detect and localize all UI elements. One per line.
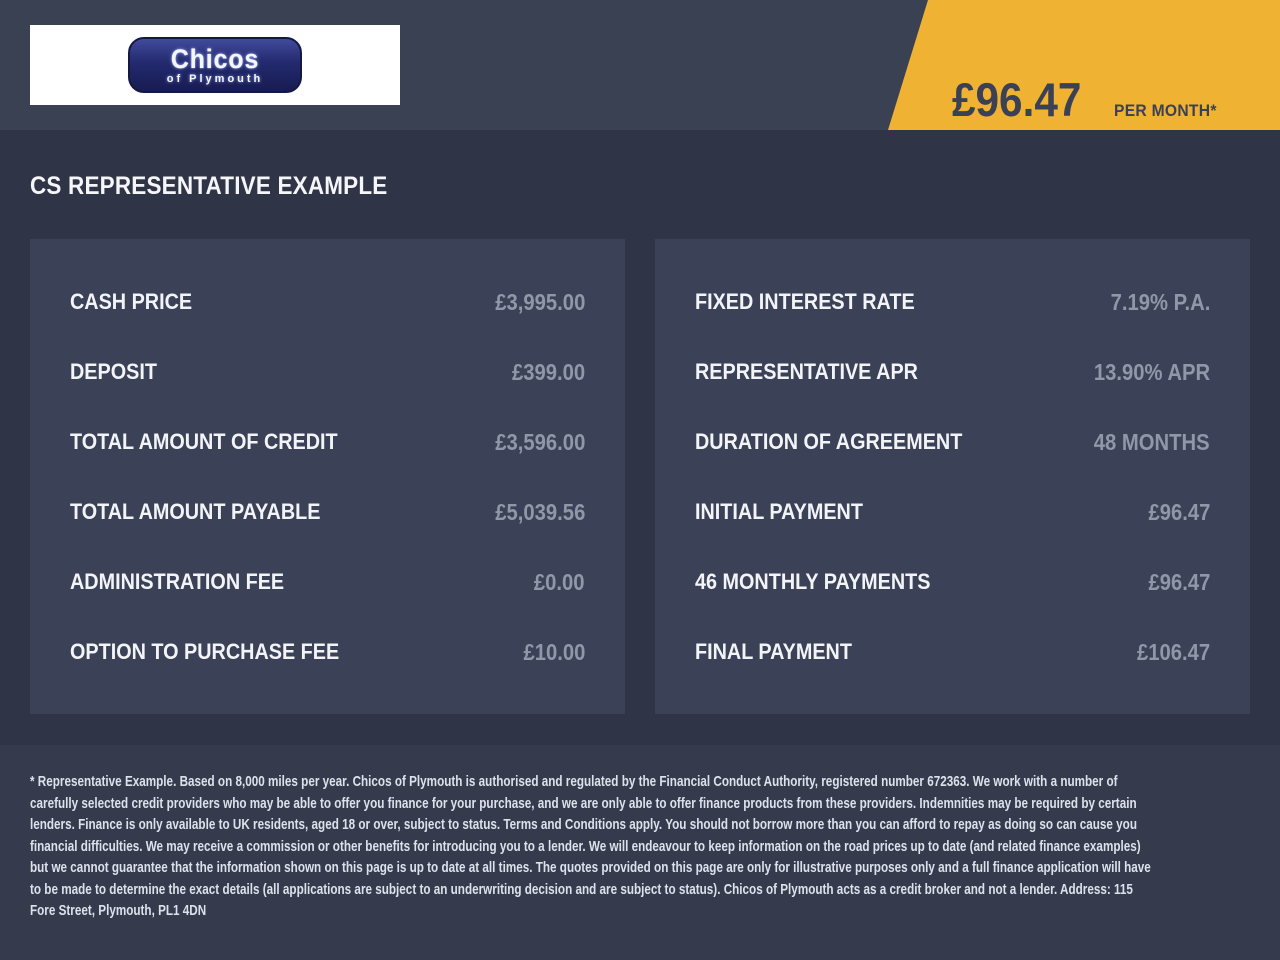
- finance-row-interest-rate: FIXED INTEREST RATE 7.19% P.A.: [695, 267, 1210, 337]
- finance-panels: CASH PRICE £3,995.00 DEPOSIT £399.00 TOT…: [30, 239, 1250, 714]
- dealer-logo-name: Chicos: [170, 43, 260, 74]
- monthly-price-per-label: PER MONTH*: [1113, 101, 1217, 120]
- main-section: CS REPRESENTATIVE EXAMPLE CASH PRICE £3,…: [0, 130, 1280, 745]
- row-label: TOTAL AMOUNT OF CREDIT: [70, 429, 338, 454]
- finance-row-total-payable: TOTAL AMOUNT PAYABLE £5,039.56: [70, 477, 585, 547]
- row-label: DEPOSIT: [70, 359, 157, 384]
- row-label: TOTAL AMOUNT PAYABLE: [70, 499, 321, 524]
- row-value: £0.00: [534, 568, 585, 595]
- finance-row-admin-fee: ADMINISTRATION FEE £0.00: [70, 547, 585, 617]
- row-label: INITIAL PAYMENT: [695, 499, 863, 524]
- finance-row-cash-price: CASH PRICE £3,995.00: [70, 267, 585, 337]
- monthly-price-amount: £96.47: [952, 73, 1082, 126]
- row-value: £3,995.00: [494, 288, 585, 315]
- row-label: FINAL PAYMENT: [695, 639, 852, 664]
- row-value: 13.90% APR: [1093, 358, 1210, 385]
- finance-row-initial-payment: INITIAL PAYMENT £96.47: [695, 477, 1210, 547]
- finance-row-deposit: DEPOSIT £399.00: [70, 337, 585, 407]
- finance-row-option-fee: OPTION TO PURCHASE FEE £10.00: [70, 617, 585, 687]
- row-value: £399.00: [511, 358, 585, 385]
- row-value: 7.19% P.A.: [1110, 288, 1210, 315]
- row-label: REPRESENTATIVE APR: [695, 359, 918, 384]
- row-value: £106.47: [1136, 638, 1210, 665]
- finance-row-final-payment: FINAL PAYMENT £106.47: [695, 617, 1210, 687]
- row-value: £5,039.56: [494, 498, 585, 525]
- finance-panel-right: FIXED INTEREST RATE 7.19% P.A. REPRESENT…: [655, 239, 1250, 714]
- row-value: £96.47: [1148, 498, 1210, 525]
- finance-row-total-credit: TOTAL AMOUNT OF CREDIT £3,596.00: [70, 407, 585, 477]
- row-value: £10.00: [523, 638, 585, 665]
- dealer-logo-tagline: of Plymouth: [166, 72, 264, 85]
- row-label: OPTION TO PURCHASE FEE: [70, 639, 340, 664]
- dealer-logo-badge: Chicos of Plymouth: [128, 37, 302, 93]
- footer: * Representative Example. Based on 8,000…: [0, 745, 1280, 960]
- header: Chicos of Plymouth £96.47 PER MONTH*: [0, 0, 1280, 130]
- finance-panel-left: CASH PRICE £3,995.00 DEPOSIT £399.00 TOT…: [30, 239, 625, 714]
- row-label: ADMINISTRATION FEE: [70, 569, 285, 594]
- row-value: £96.47: [1148, 568, 1210, 595]
- row-value: 48 MONTHS: [1094, 428, 1210, 455]
- finance-row-duration: DURATION OF AGREEMENT 48 MONTHS: [695, 407, 1210, 477]
- finance-row-monthly-payments: 46 MONTHLY PAYMENTS £96.47: [695, 547, 1210, 617]
- row-label: FIXED INTEREST RATE: [695, 289, 915, 314]
- finance-row-apr: REPRESENTATIVE APR 13.90% APR: [695, 337, 1210, 407]
- row-label: CASH PRICE: [70, 289, 193, 314]
- disclaimer-text: * Representative Example. Based on 8,000…: [30, 773, 1151, 919]
- row-label: DURATION OF AGREEMENT: [695, 429, 963, 454]
- row-label: 46 MONTHLY PAYMENTS: [695, 569, 931, 594]
- dealer-logo: Chicos of Plymouth: [30, 25, 400, 105]
- page-title: CS REPRESENTATIVE EXAMPLE: [30, 172, 388, 200]
- row-value: £3,596.00: [494, 428, 585, 455]
- price-banner: £96.47 PER MONTH*: [888, 0, 1280, 130]
